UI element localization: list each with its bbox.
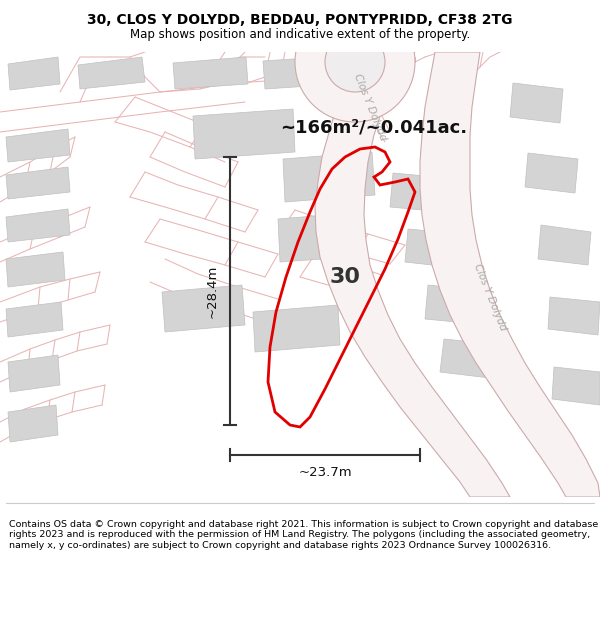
Text: Clos Y Dolydd: Clos Y Dolydd	[472, 262, 508, 332]
Polygon shape	[525, 153, 578, 193]
Polygon shape	[405, 229, 472, 269]
Polygon shape	[173, 57, 248, 89]
Text: ~166m²/~0.041ac.: ~166m²/~0.041ac.	[280, 118, 467, 136]
Polygon shape	[315, 52, 510, 497]
Polygon shape	[8, 57, 60, 90]
Polygon shape	[6, 302, 63, 337]
Text: Map shows position and indicative extent of the property.: Map shows position and indicative extent…	[130, 28, 470, 41]
Text: ~23.7m: ~23.7m	[298, 466, 352, 479]
Polygon shape	[6, 209, 70, 242]
Polygon shape	[548, 297, 600, 335]
Polygon shape	[162, 285, 245, 332]
Polygon shape	[193, 109, 295, 159]
Circle shape	[295, 2, 415, 122]
Polygon shape	[278, 212, 365, 262]
Polygon shape	[538, 225, 591, 265]
Polygon shape	[8, 355, 60, 392]
Polygon shape	[263, 57, 325, 89]
Polygon shape	[510, 83, 563, 123]
Polygon shape	[440, 339, 502, 379]
Polygon shape	[8, 405, 58, 442]
Polygon shape	[6, 252, 65, 287]
Text: ~28.4m: ~28.4m	[205, 264, 218, 318]
Polygon shape	[552, 367, 600, 405]
Polygon shape	[283, 152, 375, 202]
Polygon shape	[253, 305, 340, 352]
Text: Contains OS data © Crown copyright and database right 2021. This information is : Contains OS data © Crown copyright and d…	[9, 520, 598, 550]
Polygon shape	[425, 285, 492, 325]
Polygon shape	[6, 167, 70, 199]
Polygon shape	[78, 57, 145, 89]
Polygon shape	[390, 173, 458, 213]
Text: 30: 30	[329, 267, 361, 287]
Text: 30, CLOS Y DOLYDD, BEDDAU, PONTYPRIDD, CF38 2TG: 30, CLOS Y DOLYDD, BEDDAU, PONTYPRIDD, C…	[87, 13, 513, 27]
Polygon shape	[6, 129, 70, 162]
Polygon shape	[420, 52, 600, 497]
Circle shape	[325, 32, 385, 92]
Text: Clos Y Dolydd: Clos Y Dolydd	[352, 72, 388, 142]
